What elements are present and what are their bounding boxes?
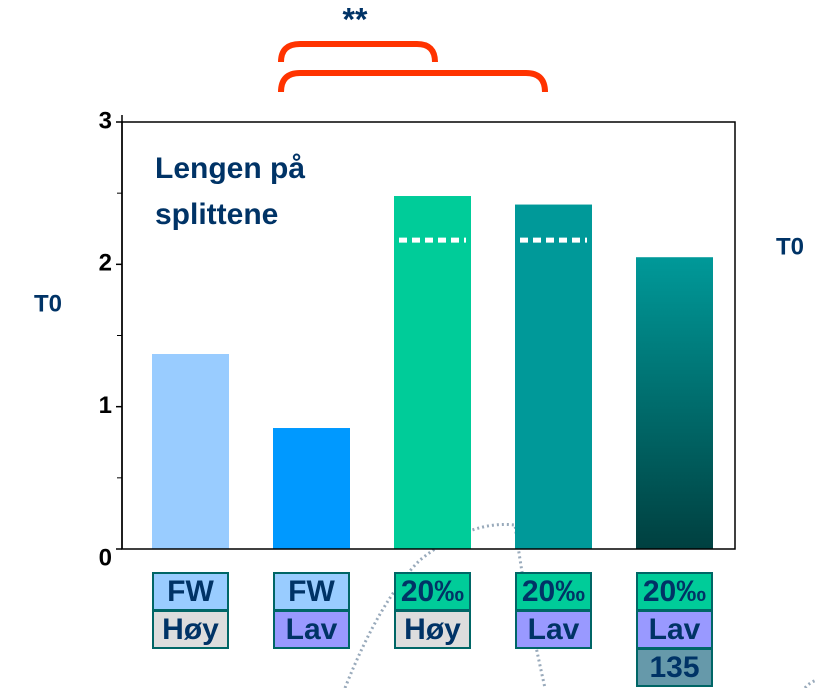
- x-tick-label: Høy: [162, 613, 219, 646]
- bar: [394, 196, 471, 549]
- bar: [152, 354, 229, 549]
- label-box: [273, 610, 350, 649]
- label-box: [515, 610, 592, 649]
- label-box: [636, 648, 713, 687]
- x-tick-label: Høy: [404, 613, 461, 646]
- y-label-right: T0: [776, 233, 804, 260]
- x-tick-label: FW: [167, 575, 214, 608]
- x-tick-label: Lav: [528, 613, 580, 646]
- significance-label: **: [343, 1, 368, 37]
- y-tick-label: 2: [99, 250, 112, 277]
- label-box: [515, 572, 592, 611]
- x-tick-label: 135: [649, 651, 699, 684]
- x-tick-label: FW: [288, 575, 335, 608]
- bar: [515, 204, 592, 549]
- bar: [273, 428, 350, 549]
- x-tick-label: Lav: [286, 613, 338, 646]
- chart-title: Lengen på: [155, 152, 305, 185]
- chart-title: splittene: [155, 198, 278, 231]
- significance-bracket: [278, 41, 548, 93]
- label-box: [152, 610, 229, 649]
- x-tick-label: 20‰: [522, 575, 585, 608]
- y-tick-label: 1: [99, 392, 112, 419]
- label-box: [394, 610, 471, 649]
- x-tick-label: Lav: [649, 613, 701, 646]
- y-tick-label: 0: [99, 544, 112, 571]
- x-tick-label: 20‰: [401, 575, 464, 608]
- label-box: [273, 572, 350, 611]
- y-tick-label: 3: [99, 107, 112, 134]
- y-label-left: T0: [34, 290, 62, 317]
- bar: [636, 257, 713, 549]
- x-tick-label: 20‰: [643, 575, 706, 608]
- label-box: [636, 572, 713, 611]
